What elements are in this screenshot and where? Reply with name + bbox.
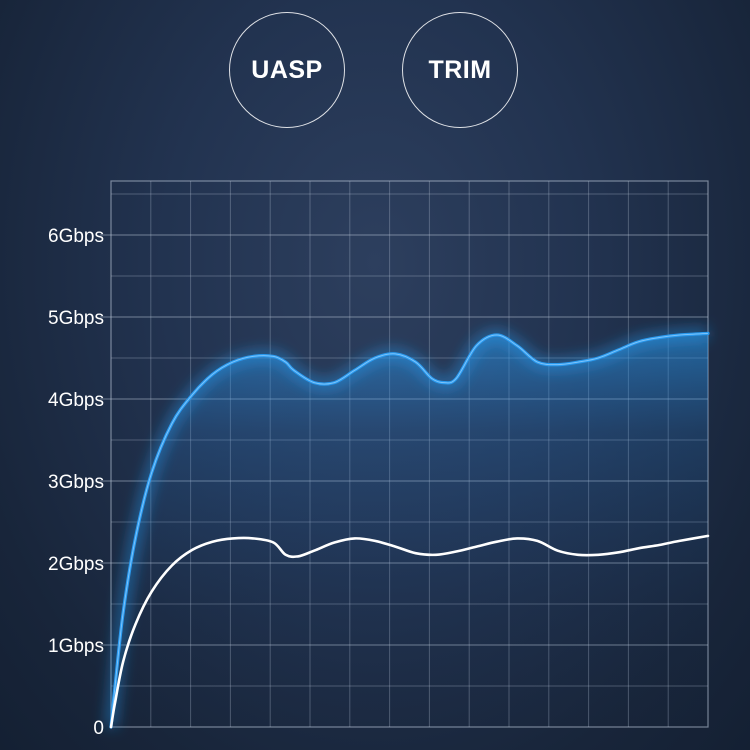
series-layer xyxy=(106,328,710,729)
y-tick-label: 4Gbps xyxy=(48,390,104,411)
uasp-badge: UASP xyxy=(229,12,345,128)
y-tick-label: 1Gbps xyxy=(48,636,104,657)
white-series-line xyxy=(109,534,710,729)
blue-series-highlight xyxy=(110,332,709,728)
y-axis-ticks: 0 1Gbps 2Gbps 3Gbps 4Gbps 5Gbps 6Gbps xyxy=(48,226,104,739)
blue-series-area xyxy=(111,333,708,727)
y-tick-label: 5Gbps xyxy=(48,308,104,329)
uasp-badge-label: UASP xyxy=(251,55,323,84)
y-tick-label: 6Gbps xyxy=(48,226,104,247)
trim-badge-label: TRIM xyxy=(428,55,492,84)
trim-badge: TRIM xyxy=(402,12,518,128)
y-tick-label: 2Gbps xyxy=(48,554,104,575)
y-tick-label: 0 xyxy=(93,718,104,739)
y-tick-label: 3Gbps xyxy=(48,472,104,493)
